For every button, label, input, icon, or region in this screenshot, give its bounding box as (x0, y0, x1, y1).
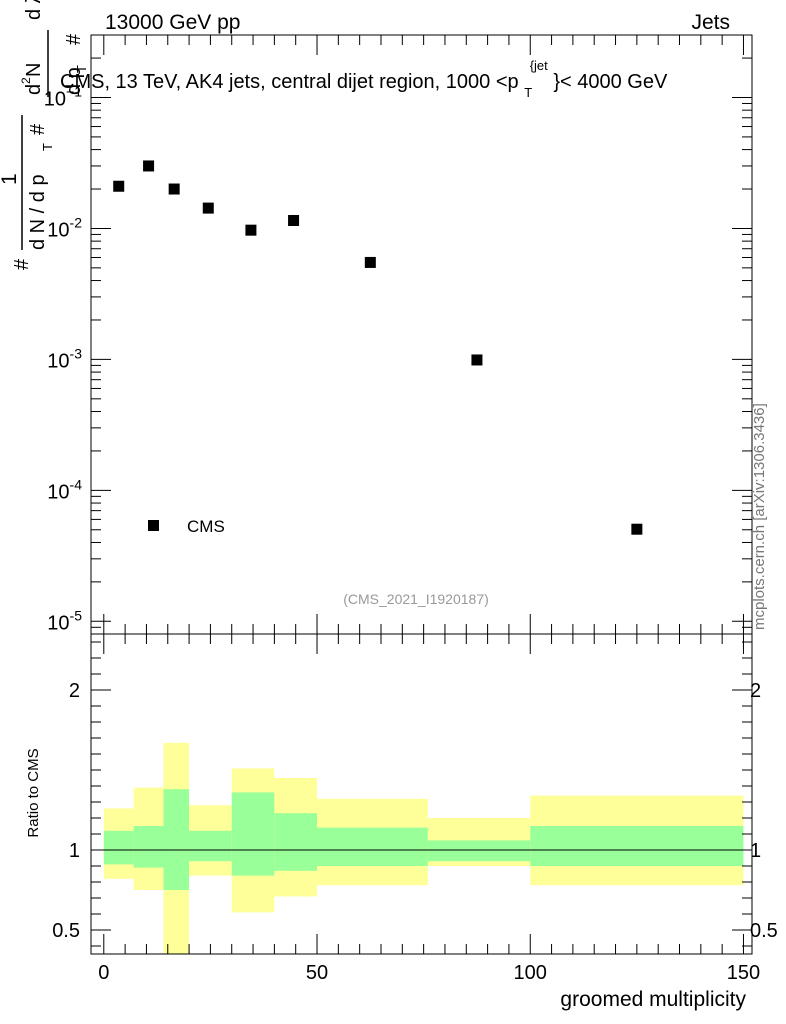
ylabel-dN-dpT: d N / d p (27, 174, 49, 250)
header-right-label: Jets (691, 11, 730, 34)
ratio-band-inner-1 (133, 826, 164, 868)
main-panel: 10−110-210-310-410-5 CMS, 13 TeV, AK4 je… (44, 34, 753, 635)
x-tick-labels: 0 50 100 150 (98, 962, 760, 984)
data-point-1 (143, 160, 155, 172)
legend-label-cms: CMS (187, 517, 225, 536)
ratio-band-inner-3 (189, 830, 232, 862)
data-point-5 (288, 214, 300, 226)
data-point-8 (631, 523, 643, 535)
main-ytick-exponent: −1 (66, 83, 82, 99)
ratio-ticks (91, 634, 752, 954)
legend-marker (148, 520, 159, 531)
chart-title: CMS, 13 TeV, AK4 jets, central dijet reg… (60, 53, 668, 102)
ratio-y-tick-labels: 0.5 0.5 1 1 2 2 (52, 680, 778, 942)
title-tail: }< 4000 GeV (553, 71, 668, 93)
ratio-bands (103, 742, 744, 954)
x-tick-label-0: 0 (98, 962, 109, 984)
x-tick-label-2: 100 (514, 962, 547, 984)
title-sub: T (524, 85, 532, 100)
x-tick-label-1: 50 (306, 962, 328, 984)
data-point-7 (471, 354, 483, 366)
main-ytick-label-2: 10-3 (47, 345, 82, 372)
main-ytick-label-4: 10-5 (47, 607, 82, 634)
main-ytick-exponent: -4 (70, 476, 83, 492)
main-ytick-mantissa: 10 (47, 219, 69, 241)
header-left-label: 13000 GeV pp (105, 11, 240, 34)
ratio-band-inner-4 (231, 792, 275, 876)
main-ytick-mantissa: 10 (44, 88, 66, 110)
ylabel-hash-1: # (11, 258, 33, 270)
main-ytick-exponent: -2 (70, 214, 83, 230)
ratio-band-inner-6 (317, 827, 428, 866)
title-sup: {jet (530, 58, 548, 73)
ratio-ytick-label-right-1: 1 (750, 840, 761, 862)
main-points (113, 160, 643, 535)
data-point-6 (364, 256, 376, 268)
main-panel-frame (90, 34, 753, 635)
analysis-id: (CMS_2021_I1920187) (343, 591, 489, 607)
data-point-4 (245, 224, 257, 236)
ylabel-hash-3: # (63, 33, 85, 45)
main-ytick-mantissa: 10 (47, 350, 69, 372)
side-credit-label: mcplots.cern.ch [arXiv:1306.3436] (751, 403, 768, 630)
main-ytick-label-0: 10−1 (44, 83, 82, 110)
ratio-band-inner-7 (427, 840, 531, 862)
ylabel-d-lambda: d λ (23, 0, 45, 20)
ratio-band-inner-5 (274, 813, 318, 871)
ylabel-T-sub-2: T (74, 65, 89, 73)
ratio-band-inner-2 (163, 789, 190, 890)
main-ytick-label-3: 10-4 (47, 476, 82, 503)
ylabel-N: N (23, 63, 45, 77)
y-axis-label-main: # 1 d N / d p T # d p T # d 2 N d λ (0, 0, 89, 270)
data-point-0 (113, 180, 125, 192)
title-main: CMS, 13 TeV, AK4 jets, central dijet reg… (60, 71, 519, 93)
ratio-ytick-label-right-2: 2 (750, 680, 761, 702)
legend: CMS (148, 517, 225, 536)
ylabel-one: 1 (0, 173, 21, 185)
ratio-panel-frame (90, 633, 753, 955)
main-ytick-mantissa: 10 (47, 612, 69, 634)
main-ytick-exponent: -3 (70, 345, 83, 361)
main-ytick-exponent: -5 (70, 607, 83, 623)
x-axis-label: groomed multiplicity (560, 988, 746, 1011)
x-tick-label-3: 150 (727, 962, 760, 984)
ylabel-T-sub-1: T (40, 143, 55, 151)
ratio-ytick-label-left-1: 1 (69, 840, 80, 862)
ratio-panel: 0.5 0.5 1 1 2 2 Ratio to CMS (25, 633, 778, 955)
main-ytick-label-1: 10-2 (47, 214, 82, 241)
ylabel-two-sup: 2 (19, 77, 33, 84)
data-point-2 (168, 183, 180, 195)
ratio-ytick-label-left-2: 2 (69, 680, 80, 702)
ratio-band-inner-8 (530, 826, 744, 866)
main-y-tick-labels: 10−110-210-310-410-5 (44, 83, 82, 634)
ylabel-dpT: d p (63, 67, 85, 95)
ratio-ytick-label-left-0: 0.5 (52, 920, 80, 942)
ratio-band-inner-0 (103, 830, 134, 865)
main-ticks (91, 35, 752, 635)
ratio-ytick-label-right-0: 0.5 (750, 920, 778, 942)
data-point-3 (202, 202, 214, 214)
ylabel-d-top: d (23, 84, 45, 95)
ylabel-hash-2: # (27, 123, 49, 135)
main-ytick-mantissa: 10 (47, 481, 69, 503)
ratio-y-axis-label: Ratio to CMS (25, 748, 42, 837)
